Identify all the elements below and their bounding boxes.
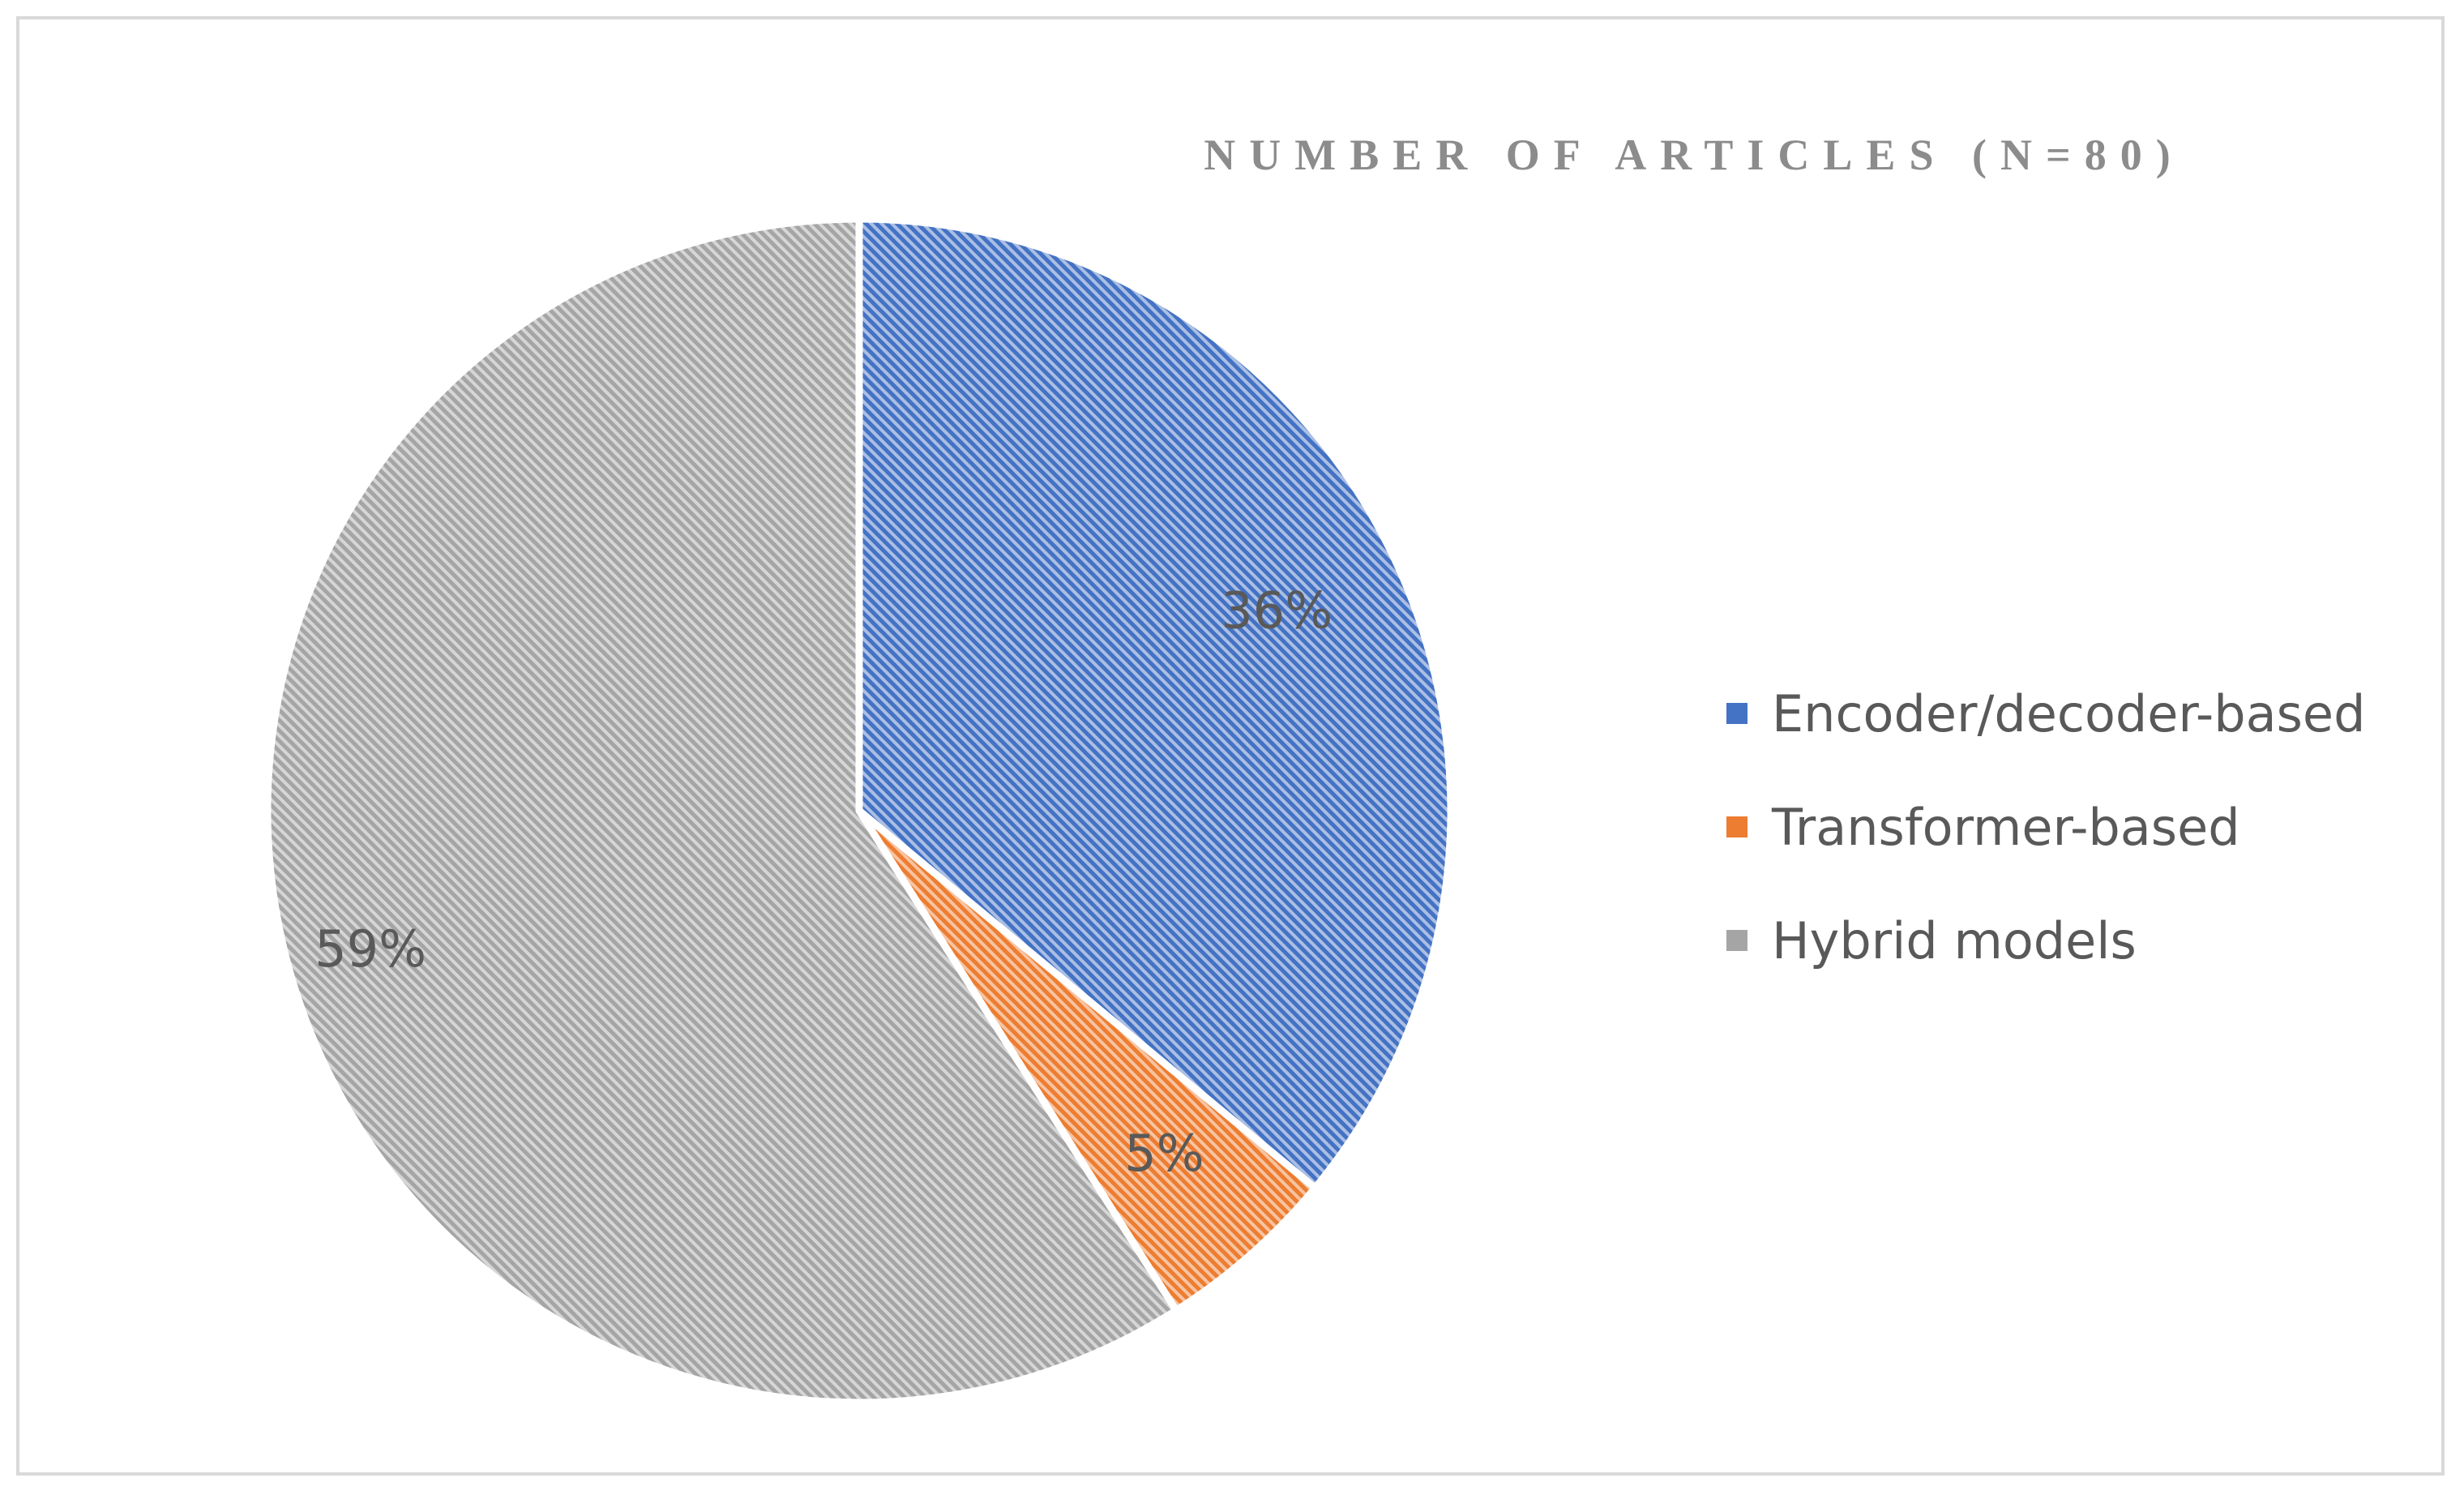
pie-slice-transformer (855, 807, 1319, 1314)
legend: Encoder/decoder-based Transformer-based … (1726, 657, 2365, 997)
legend-item-encoder-decoder: Encoder/decoder-based (1726, 657, 2365, 770)
legend-swatch-transformer (1726, 816, 1747, 837)
legend-item-transformer: Transformer-based (1726, 770, 2365, 884)
chart-title: NUMBER OF ARTICLES (N=80) (1204, 131, 2184, 179)
data-label-encoder-decoder: 36% (1221, 581, 1333, 640)
legend-swatch-encoder-decoder (1726, 703, 1747, 724)
legend-item-hybrid: Hybrid models (1726, 884, 2365, 997)
legend-swatch-hybrid (1726, 930, 1747, 951)
pie-slice-hybrid (263, 215, 1180, 1407)
data-label-hybrid: 59% (314, 919, 426, 979)
legend-label-hybrid: Hybrid models (1772, 910, 2137, 970)
legend-label-transformer: Transformer-based (1772, 797, 2240, 857)
data-label-transformer: 5% (1124, 1124, 1204, 1183)
pie-slice-encoder-decoder (855, 215, 1455, 1192)
legend-label-encoder-decoder: Encoder/decoder-based (1772, 683, 2366, 743)
